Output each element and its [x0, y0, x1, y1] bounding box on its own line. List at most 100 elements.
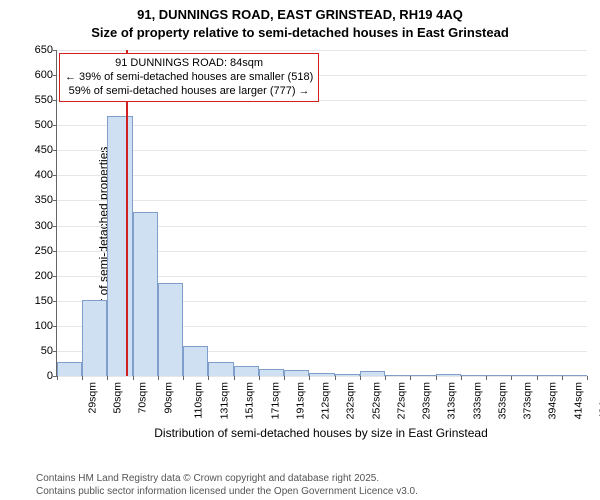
histogram-bar [158, 283, 183, 376]
xtick-label: 50sqm [112, 382, 124, 414]
xtick-label: 70sqm [137, 382, 149, 414]
ytick-mark [53, 175, 57, 176]
histogram-bar [133, 212, 158, 377]
histogram-bar [562, 375, 587, 376]
grid-line [57, 150, 587, 151]
xtick-label: 394sqm [547, 382, 559, 419]
footer-line1: Contains HM Land Registry data © Crown c… [36, 473, 418, 486]
histogram-bar [82, 300, 107, 376]
annotation-line1: 91 DUNNINGS ROAD: 84sqm [65, 57, 313, 71]
ytick-label: 500 [35, 119, 53, 131]
xtick-mark [259, 376, 260, 380]
footer-attribution: Contains HM Land Registry data © Crown c… [36, 473, 418, 498]
ytick-label: 300 [35, 220, 53, 232]
xtick-mark [461, 376, 462, 380]
xtick-label: 191sqm [294, 382, 306, 419]
histogram-bar [410, 375, 435, 376]
xtick-mark [82, 376, 83, 380]
ytick-mark [53, 100, 57, 101]
xtick-label: 232sqm [345, 382, 357, 419]
x-axis-label: Distribution of semi-detached houses by … [56, 426, 586, 440]
xtick-mark [562, 376, 563, 380]
footer-line2: Contains public sector information licen… [36, 486, 418, 499]
xtick-mark [208, 376, 209, 380]
ytick-mark [53, 125, 57, 126]
histogram-bar [107, 116, 132, 376]
ytick-mark [53, 251, 57, 252]
ytick-label: 200 [35, 270, 53, 282]
xtick-label: 171sqm [269, 382, 281, 419]
histogram-bar [537, 375, 562, 376]
histogram-bar [511, 375, 536, 376]
xtick-mark [410, 376, 411, 380]
ytick-mark [53, 276, 57, 277]
histogram-bar [183, 346, 208, 376]
ytick-mark [53, 150, 57, 151]
grid-line [57, 125, 587, 126]
ytick-mark [53, 326, 57, 327]
xtick-label: 353sqm [496, 382, 508, 419]
histogram-bar [486, 375, 511, 376]
ytick-label: 0 [47, 370, 53, 382]
ytick-mark [53, 226, 57, 227]
xtick-label: 373sqm [521, 382, 533, 419]
xtick-label: 272sqm [395, 382, 407, 419]
ytick-label: 550 [35, 94, 53, 106]
page-title-line2: Size of property relative to semi-detach… [0, 24, 600, 42]
histogram-bar [436, 374, 461, 376]
xtick-mark [486, 376, 487, 380]
xtick-mark [234, 376, 235, 380]
grid-line [57, 175, 587, 176]
ytick-label: 450 [35, 144, 53, 156]
xtick-mark [284, 376, 285, 380]
histogram-bar [385, 375, 410, 376]
histogram-bar [461, 375, 486, 376]
page-title-line1: 91, DUNNINGS ROAD, EAST GRINSTEAD, RH19 … [0, 6, 600, 24]
xtick-mark [537, 376, 538, 380]
xtick-label: 313sqm [446, 382, 458, 419]
ytick-label: 350 [35, 194, 53, 206]
chart-container: Number of semi-detached properties 05010… [0, 44, 600, 444]
histogram-bar [234, 366, 259, 376]
xtick-mark [360, 376, 361, 380]
ytick-label: 50 [41, 345, 53, 357]
xtick-mark [511, 376, 512, 380]
ytick-label: 400 [35, 169, 53, 181]
plot-area: 0501001502002503003504004505005506006502… [56, 50, 587, 377]
xtick-mark [107, 376, 108, 380]
ytick-label: 250 [35, 245, 53, 257]
xtick-label: 29sqm [87, 382, 99, 414]
ytick-mark [53, 50, 57, 51]
histogram-bar [335, 374, 360, 376]
xtick-label: 252sqm [370, 382, 382, 419]
xtick-mark [309, 376, 310, 380]
xtick-mark [587, 376, 588, 380]
grid-line [57, 200, 587, 201]
histogram-bar [208, 362, 233, 376]
ytick-label: 150 [35, 295, 53, 307]
xtick-mark [133, 376, 134, 380]
ytick-mark [53, 351, 57, 352]
annotation-line3: 59% of semi-detached houses are larger (… [65, 85, 313, 99]
xtick-mark [335, 376, 336, 380]
xtick-mark [158, 376, 159, 380]
grid-line [57, 376, 587, 377]
annotation-line2: ← 39% of semi-detached houses are smalle… [65, 71, 313, 85]
ytick-mark [53, 75, 57, 76]
xtick-label: 151sqm [244, 382, 256, 419]
grid-line [57, 50, 587, 51]
xtick-mark [57, 376, 58, 380]
ytick-label: 650 [35, 44, 53, 56]
ytick-mark [53, 301, 57, 302]
xtick-label: 90sqm [162, 382, 174, 414]
ytick-label: 600 [35, 69, 53, 81]
histogram-bar [309, 373, 334, 376]
xtick-label: 110sqm [193, 382, 205, 419]
xtick-mark [436, 376, 437, 380]
annotation-box: 91 DUNNINGS ROAD: 84sqm← 39% of semi-det… [59, 53, 319, 102]
xtick-mark [183, 376, 184, 380]
histogram-bar [360, 371, 385, 376]
histogram-bar [57, 362, 82, 376]
xtick-label: 212sqm [320, 382, 332, 419]
xtick-label: 293sqm [420, 382, 432, 419]
